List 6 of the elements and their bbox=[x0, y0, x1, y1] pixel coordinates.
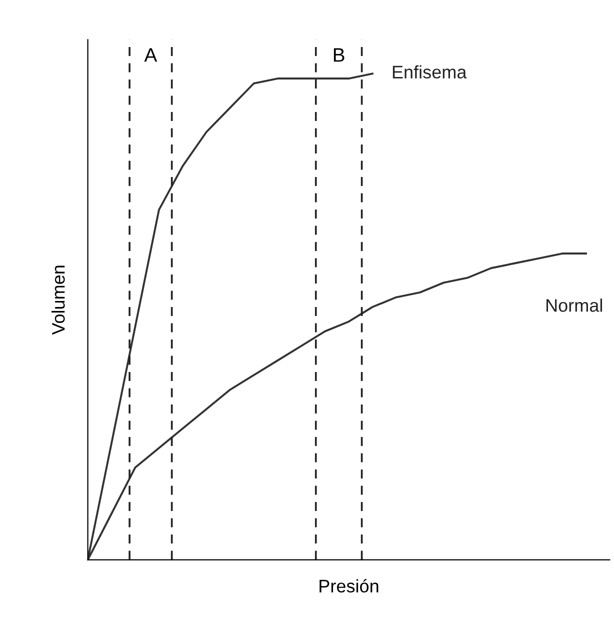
text: B bbox=[334, 48, 344, 62]
x-axis-title: Presión bbox=[320, 579, 378, 593]
y-axis-title: Volumen bbox=[52, 266, 65, 335]
text: A bbox=[144, 48, 158, 62]
text: Normal bbox=[546, 298, 602, 312]
series-label: Enfisema bbox=[392, 65, 467, 79]
